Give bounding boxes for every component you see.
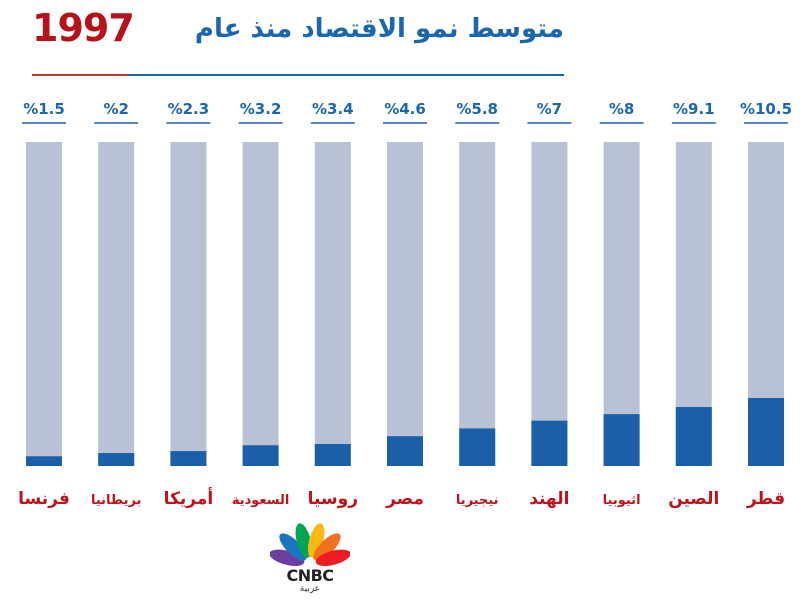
category-label: السعودية — [232, 493, 290, 508]
bar — [387, 436, 423, 466]
chart-title: 1997 متوسط نمو الاقتصاد منذ عام — [32, 4, 564, 50]
title-rule-blue — [128, 74, 564, 76]
category-label: فرنسا — [18, 489, 70, 509]
bar-track — [387, 142, 423, 466]
value-label: %9.1 — [673, 100, 715, 118]
title-rule-red — [32, 74, 128, 76]
title-text: متوسط نمو الاقتصاد منذ عام — [194, 14, 564, 44]
bar-track — [170, 142, 207, 466]
category-label: قطر — [746, 489, 785, 509]
value-label: %2 — [103, 100, 128, 118]
bar-track — [98, 142, 135, 466]
bar-track — [314, 142, 351, 466]
value-label: %4.6 — [384, 100, 426, 118]
value-label: %2.3 — [168, 100, 210, 118]
logo-sub: عربية — [299, 584, 321, 594]
bar — [170, 451, 207, 466]
bar — [603, 414, 640, 466]
category-label: مصر — [385, 489, 424, 509]
bar-track — [603, 142, 640, 466]
bar-track — [459, 142, 496, 466]
value-label: %3.4 — [312, 100, 354, 118]
value-label: %10.5 — [740, 100, 792, 118]
bar — [675, 407, 712, 466]
peacock-icon — [269, 523, 351, 567]
value-label: %8 — [609, 100, 634, 118]
bar — [459, 428, 496, 466]
bar-track — [531, 142, 568, 466]
value-label: %5.8 — [456, 100, 498, 118]
bar-track — [242, 142, 279, 466]
cnbc-logo: CNBC عربية — [269, 516, 351, 602]
bar — [26, 456, 62, 466]
bar — [98, 453, 135, 466]
category-label: بريطانيا — [91, 493, 141, 508]
value-label: %7 — [537, 100, 562, 118]
category-label: الهند — [529, 489, 569, 509]
value-label: %1.5 — [23, 100, 65, 118]
bar — [531, 420, 568, 466]
bar — [242, 445, 279, 466]
bar-track — [26, 142, 62, 466]
bar — [314, 443, 351, 466]
value-label: %3.2 — [240, 100, 282, 118]
category-label: نيجيريا — [456, 493, 499, 508]
category-label: روسيا — [308, 489, 358, 509]
logo-brand: CNBC — [286, 566, 334, 585]
category-label: أمريكا — [164, 487, 214, 509]
category-label: الصين — [668, 489, 719, 509]
bar — [748, 397, 784, 466]
category-label: اثيوبيا — [603, 493, 641, 508]
title-year: 1997 — [32, 6, 135, 50]
